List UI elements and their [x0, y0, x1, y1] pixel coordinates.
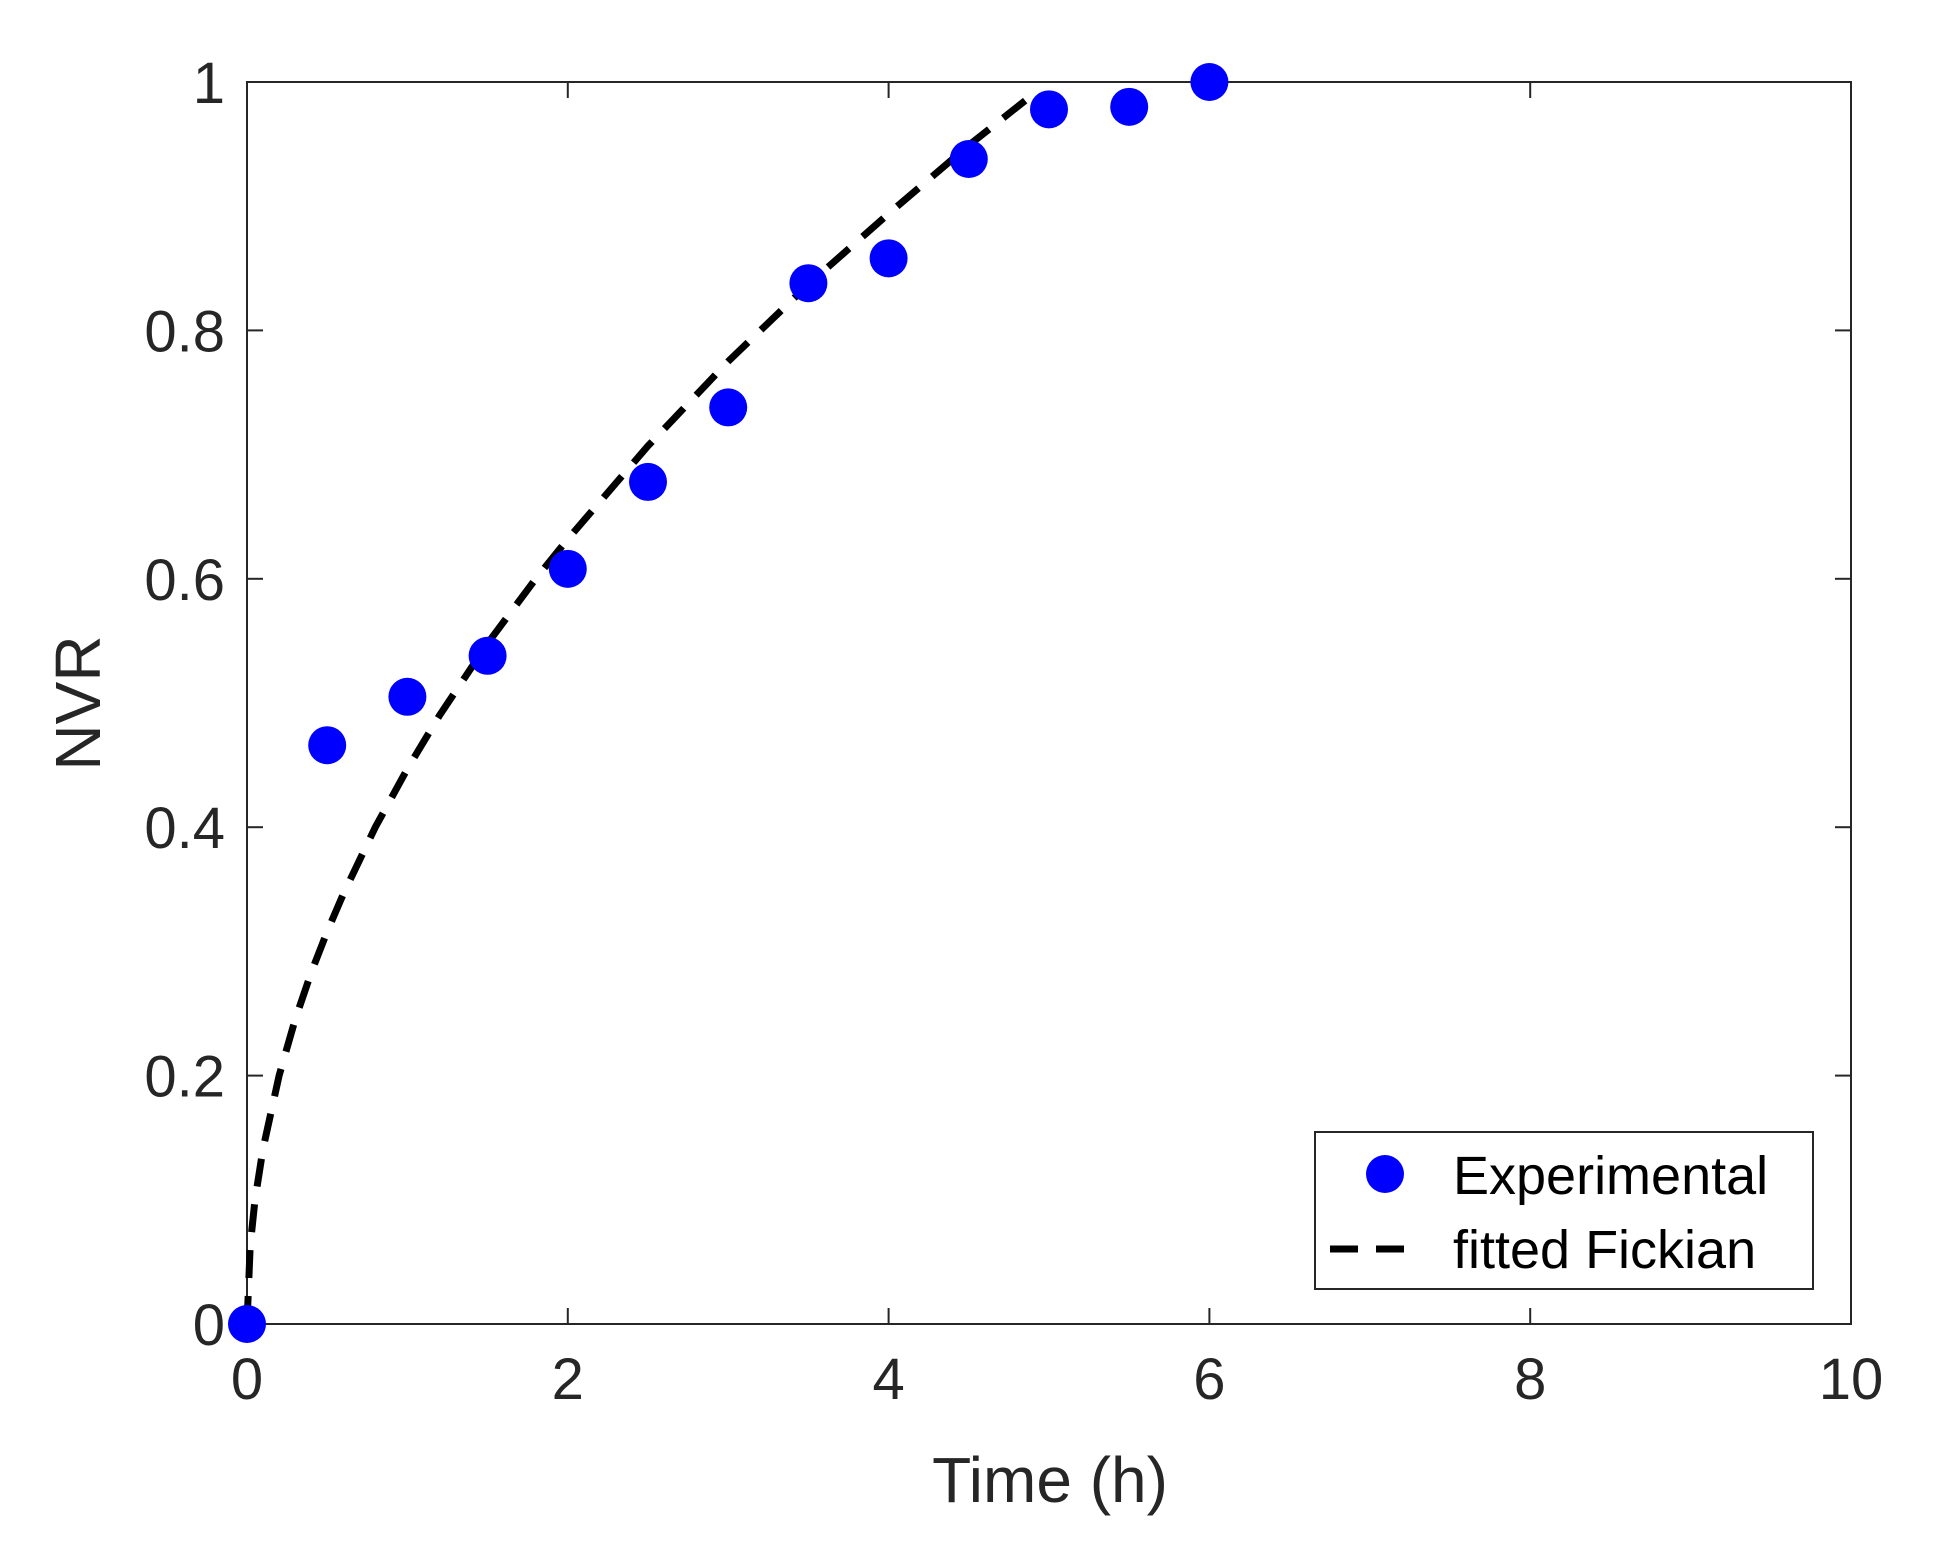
- experimental-point: [1190, 63, 1229, 101]
- x-tick-label: 8: [1514, 1347, 1546, 1412]
- y-tick-label: 0.4: [144, 796, 225, 861]
- experimental-point: [629, 462, 667, 501]
- experimental-point: [228, 1305, 266, 1343]
- experimental-point: [548, 549, 587, 588]
- legend-marker-experimental: [1366, 1155, 1404, 1193]
- experimental-point: [869, 239, 908, 278]
- fitted-fickian-series: [243, 91, 1036, 1325]
- x-tick-label: 2: [552, 1347, 584, 1412]
- experimental-point: [709, 388, 748, 427]
- x-tick-label: 4: [872, 1347, 904, 1412]
- experimental-point: [949, 140, 988, 179]
- y-tick-label: 0.6: [144, 548, 225, 613]
- legend-box: [1314, 1131, 1814, 1290]
- experimental-point: [388, 677, 427, 716]
- experimental-point: [1030, 90, 1068, 129]
- experimental-series: [228, 63, 1229, 1343]
- x-tick-label: 10: [1819, 1347, 1884, 1412]
- y-axis-label: NVR: [42, 635, 114, 770]
- x-axis-label: Time (h): [932, 1444, 1168, 1516]
- y-tick-label: 0.2: [144, 1045, 225, 1110]
- legend-label-fitted-fickian: fitted Fickian: [1453, 1220, 1756, 1280]
- x-tick-label: 6: [1193, 1347, 1225, 1412]
- y-tick-label: 0.8: [144, 299, 225, 364]
- legend: Experimental fitted Fickian: [1314, 1131, 1814, 1290]
- legend-label-experimental: Experimental: [1453, 1146, 1768, 1206]
- y-tick-labels: 0 0.2 0.4 0.6 0.8 1: [144, 51, 225, 1358]
- experimental-point: [1110, 87, 1149, 126]
- y-tick-label: 0: [193, 1293, 225, 1358]
- experimental-point: [789, 264, 828, 303]
- fitted-fickian-line: [243, 91, 1036, 1325]
- experimental-point: [308, 726, 347, 765]
- experimental-point: [468, 636, 507, 675]
- plot-area: [246, 81, 1852, 1325]
- x-tick-labels: 0 2 4 6 8 10: [231, 1347, 1883, 1412]
- x-tick-label: 0: [231, 1347, 263, 1412]
- y-tick-label: 1: [193, 51, 225, 116]
